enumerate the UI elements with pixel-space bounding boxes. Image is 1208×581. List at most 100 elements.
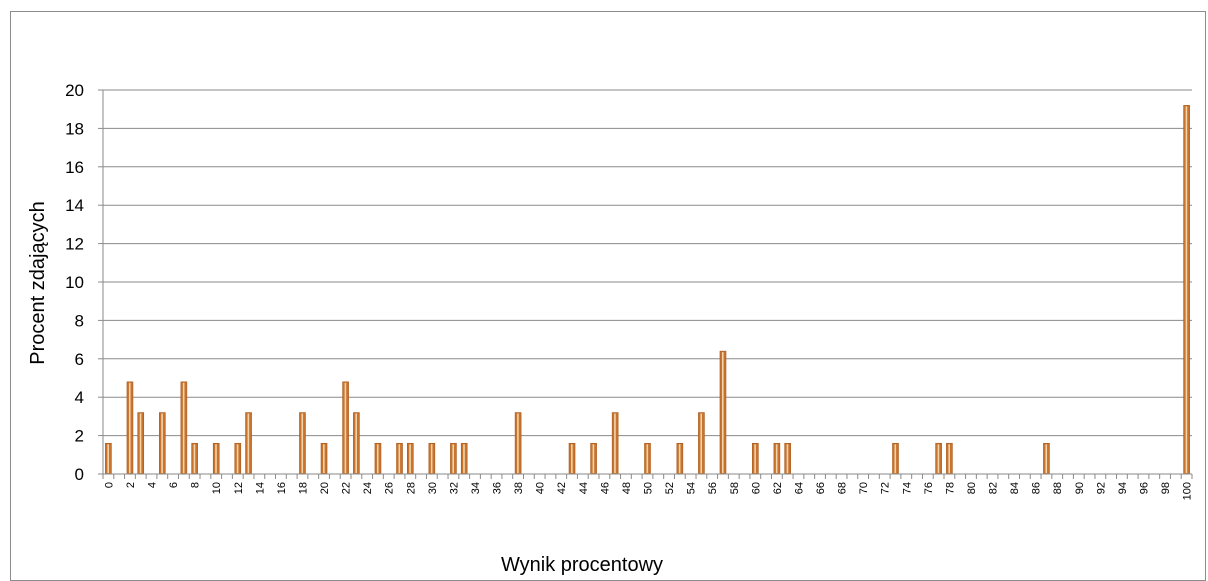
x-tick-label: 98 xyxy=(1160,482,1172,494)
x-tick-label: 34 xyxy=(470,482,482,494)
y-tick-label: 18 xyxy=(65,119,84,138)
bar xyxy=(590,442,597,475)
x-tick-label: 84 xyxy=(1009,482,1021,494)
bar xyxy=(428,442,436,475)
bar xyxy=(105,442,112,475)
x-tick-label: 88 xyxy=(1052,482,1064,494)
x-tick-label: 72 xyxy=(880,482,892,494)
bar xyxy=(514,412,522,475)
bar xyxy=(180,381,188,475)
x-tick-label: 38 xyxy=(513,482,525,494)
x-tick-label: 78 xyxy=(944,482,956,494)
bar xyxy=(946,442,953,475)
x-tick-label: 82 xyxy=(988,482,1000,494)
x-tick-label: 24 xyxy=(362,482,374,494)
bar xyxy=(159,412,166,475)
y-tick-label: 6 xyxy=(75,350,84,369)
x-tick-label: 16 xyxy=(276,482,288,494)
bar xyxy=(773,442,781,475)
bars xyxy=(105,105,1190,475)
bar xyxy=(460,442,468,475)
y-tick-label: 2 xyxy=(75,427,84,446)
x-tick-label: 90 xyxy=(1074,482,1086,494)
x-tick-label: 12 xyxy=(233,482,245,494)
bar xyxy=(320,442,328,475)
chart-frame xyxy=(10,11,1206,581)
y-tick-label: 12 xyxy=(65,235,84,254)
x-tick-label: 56 xyxy=(707,482,719,494)
x-tick-label: 66 xyxy=(815,482,827,494)
bar xyxy=(137,412,145,475)
bar xyxy=(396,442,403,475)
y-tick-label: 8 xyxy=(75,311,84,330)
x-tick-label: 94 xyxy=(1117,482,1129,494)
x-tick-label: 18 xyxy=(297,482,309,494)
x-tick-label: 46 xyxy=(599,482,611,494)
x-tick-label: 40 xyxy=(535,482,547,494)
x-tick-label: 86 xyxy=(1031,482,1043,494)
x-tick-label: 36 xyxy=(492,482,504,494)
bar xyxy=(892,442,899,475)
x-tick-label: 64 xyxy=(793,482,805,494)
bar xyxy=(245,412,252,475)
x-tick-label: 30 xyxy=(427,482,439,494)
y-tick-label: 0 xyxy=(75,465,84,484)
x-tick-label: 52 xyxy=(664,482,676,494)
x-tick-label: 74 xyxy=(901,482,913,494)
x-tick-label: 54 xyxy=(686,482,698,494)
bar xyxy=(406,442,414,475)
x-tick-label: 76 xyxy=(923,482,935,494)
y-axis-title: Procent zdających xyxy=(27,201,49,364)
bar xyxy=(450,442,457,475)
x-tick-label: 42 xyxy=(556,482,568,494)
axes xyxy=(98,89,1193,479)
x-tick-label: 92 xyxy=(1095,482,1107,494)
y-tick-label: 20 xyxy=(65,81,84,100)
x-tick-labels: 0 2 4 6 8 10 12 14 16 18 20 22 24 26 28 30 32 34 36 38 40 42 4… xyxy=(103,482,1193,500)
bar xyxy=(752,442,759,475)
y-tick-label: 16 xyxy=(65,158,84,177)
x-tick-label: 68 xyxy=(837,482,849,494)
x-tick-label: 50 xyxy=(643,482,655,494)
bar xyxy=(1183,105,1190,475)
x-tick-label: 62 xyxy=(772,482,784,494)
bar xyxy=(212,442,220,475)
x-tick-label: 20 xyxy=(319,482,331,494)
bar xyxy=(568,442,576,475)
bar xyxy=(191,442,198,475)
bar xyxy=(698,412,705,475)
bar xyxy=(234,442,242,475)
x-tick-label: 48 xyxy=(621,482,633,494)
x-tick-label: 60 xyxy=(750,482,762,494)
x-tick-label: 58 xyxy=(729,482,741,494)
y-tick-label: 14 xyxy=(65,196,84,215)
x-tick-label: 96 xyxy=(1138,482,1150,494)
x-tick-label: 80 xyxy=(966,482,978,494)
bar xyxy=(611,412,619,475)
bar xyxy=(342,381,349,475)
bar xyxy=(676,442,684,475)
y-tick-labels: 0 2 4 6 8 10 12 14 16 18 20 xyxy=(65,81,84,484)
bar xyxy=(935,442,942,475)
x-tick-label: 28 xyxy=(405,482,417,494)
x-tick-label: 32 xyxy=(448,482,460,494)
bar xyxy=(784,442,791,475)
bar xyxy=(1043,442,1050,475)
bar xyxy=(299,412,306,475)
x-tick-label: 22 xyxy=(341,482,353,494)
x-tick-label: 8 xyxy=(190,482,202,488)
y-tick-label: 4 xyxy=(75,388,84,407)
x-tick-label: 2 xyxy=(125,482,137,488)
x-tick-label: 4 xyxy=(147,482,159,488)
bar xyxy=(644,442,651,475)
x-tick-label: 26 xyxy=(384,482,396,494)
x-tick-label: 10 xyxy=(211,482,223,494)
x-tick-label: 70 xyxy=(858,482,870,494)
x-axis-title: Wynik procentowy xyxy=(501,554,663,575)
x-tick-label: 100 xyxy=(1182,482,1194,500)
bar xyxy=(374,442,382,475)
gridlines xyxy=(103,89,1192,437)
bar xyxy=(719,350,727,475)
y-tick-label: 10 xyxy=(65,273,84,292)
